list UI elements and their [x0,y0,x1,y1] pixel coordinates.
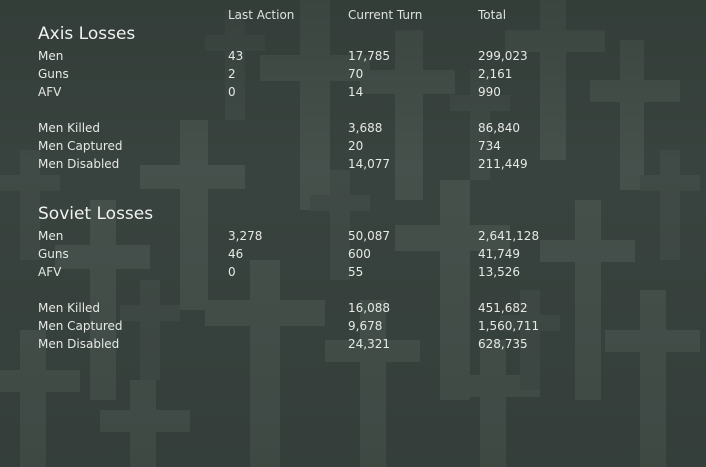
last-action-value: 43 [228,49,244,63]
total-value: 990 [478,85,501,99]
current-turn-value: 20 [348,139,364,153]
total-value: 86,840 [478,121,520,135]
total-value: 1,560,711 [478,319,540,333]
axis-losses-title: Axis Losses [38,24,136,44]
last-action-value: 3,278 [228,229,263,243]
last-action-value: 0 [228,265,236,279]
total-value: 41,749 [478,247,520,261]
soviet-row-men-killed: Men Killed 16,088 451,682 [0,299,706,317]
row-label: Men [38,49,64,63]
total-value: 734 [478,139,501,153]
soviet-row-men-captured: Men Captured 9,678 1,560,711 [0,317,706,335]
row-label: AFV [38,85,62,99]
total-value: 2,641,128 [478,229,540,243]
total-value: 211,449 [478,157,528,171]
current-turn-value: 24,321 [348,337,390,351]
total-value: 451,682 [478,301,528,315]
current-turn-value: 3,688 [348,121,383,135]
axis-row-men-disabled: Men Disabled 14,077 211,449 [0,155,706,173]
axis-row-men-killed: Men Killed 3,688 86,840 [0,119,706,137]
row-label: Men Disabled [38,157,120,171]
current-turn-value: 9,678 [348,319,383,333]
axis-row-guns: Guns 2 70 2,161 [0,65,706,83]
soviet-row-guns: Guns 46 600 41,749 [0,245,706,263]
current-turn-value: 14,077 [348,157,390,171]
soviet-row-men-disabled: Men Disabled 24,321 628,735 [0,335,706,353]
row-label: Men Killed [38,301,101,315]
axis-row-afv: AFV 0 14 990 [0,83,706,101]
soviet-row-afv: AFV 0 55 13,526 [0,263,706,281]
axis-row-men: Men 43 17,785 299,023 [0,47,706,65]
column-header-current-turn: Current Turn [348,8,423,22]
row-label: Men Captured [38,139,123,153]
current-turn-value: 55 [348,265,364,279]
axis-row-men-captured: Men Captured 20 734 [0,137,706,155]
current-turn-value: 600 [348,247,371,261]
row-label: Men Disabled [38,337,120,351]
last-action-value: 2 [228,67,236,81]
soviet-losses-title: Soviet Losses [38,204,154,224]
total-value: 628,735 [478,337,528,351]
current-turn-value: 17,785 [348,49,390,63]
row-label: Guns [38,247,69,261]
current-turn-value: 70 [348,67,364,81]
total-value: 299,023 [478,49,528,63]
last-action-value: 46 [228,247,244,261]
last-action-value: 0 [228,85,236,99]
row-label: AFV [38,265,62,279]
current-turn-value: 14 [348,85,364,99]
current-turn-value: 50,087 [348,229,390,243]
total-value: 13,526 [478,265,520,279]
row-label: Men [38,229,64,243]
column-header-last-action: Last Action [228,8,295,22]
row-label: Guns [38,67,69,81]
current-turn-value: 16,088 [348,301,390,315]
total-value: 2,161 [478,67,513,81]
column-header-total: Total [478,8,507,22]
row-label: Men Captured [38,319,123,333]
row-label: Men Killed [38,121,101,135]
soviet-row-men: Men 3,278 50,087 2,641,128 [0,227,706,245]
